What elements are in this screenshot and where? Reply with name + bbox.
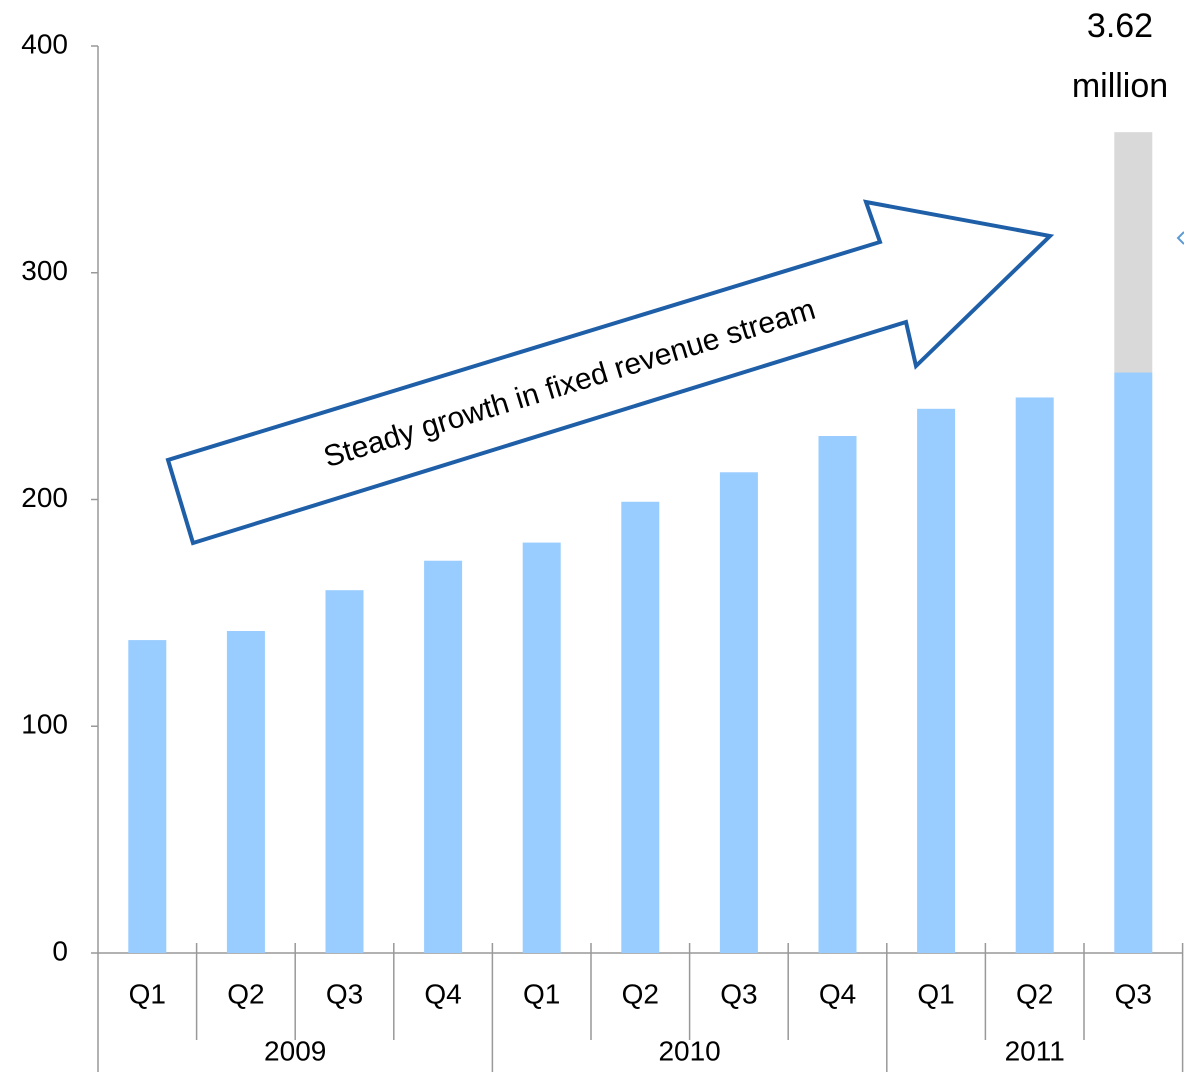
marks: 0 100 200 300 400 Q1 Q2 Q3 Q4 2009 Q1 Q2 Q3 Q4 2010 Q1 Q…	[21, 28, 1184, 1072]
bar	[522, 542, 561, 953]
x-tick-label: Q1	[129, 978, 166, 1009]
x-tick-label: Q2	[622, 978, 659, 1009]
x-tick-label: Q3	[1115, 978, 1152, 1009]
y-tick-label: 200	[21, 482, 68, 513]
bar	[1015, 397, 1054, 953]
y-tick-label: 0	[52, 935, 68, 966]
y-tick-label: 300	[21, 255, 68, 286]
bar	[621, 501, 660, 953]
bar	[917, 408, 956, 953]
total-label: million	[1072, 67, 1168, 105]
group-label: 2011	[1005, 1035, 1065, 1066]
growth-arrow	[165, 199, 1055, 546]
bar	[424, 560, 463, 953]
y-tick-label: 100	[21, 709, 68, 740]
bar	[1114, 132, 1153, 373]
arrow-text: Steady growth in fixed revenue stream	[320, 293, 819, 474]
pointer-arrow	[1176, 231, 1184, 245]
bar	[128, 640, 167, 953]
group-label: 2010	[658, 1035, 720, 1066]
x-tick-label: Q1	[917, 978, 954, 1009]
bar	[719, 472, 758, 953]
x-tick-label: Q3	[326, 978, 363, 1009]
bar	[325, 590, 364, 953]
bar	[1114, 372, 1153, 953]
x-tick-label: Q2	[227, 978, 264, 1009]
total-label: 3.62	[1087, 7, 1153, 45]
bar	[818, 436, 857, 953]
x-tick-label: Q3	[720, 978, 757, 1009]
bar	[226, 631, 265, 953]
x-tick-label: Q1	[523, 978, 560, 1009]
group-label: 2009	[264, 1035, 326, 1066]
x-tick-label: Q2	[1016, 978, 1053, 1009]
x-tick-label: Q4	[424, 978, 461, 1009]
x-tick-label: Q4	[819, 978, 856, 1009]
y-tick-label: 400	[21, 28, 68, 59]
